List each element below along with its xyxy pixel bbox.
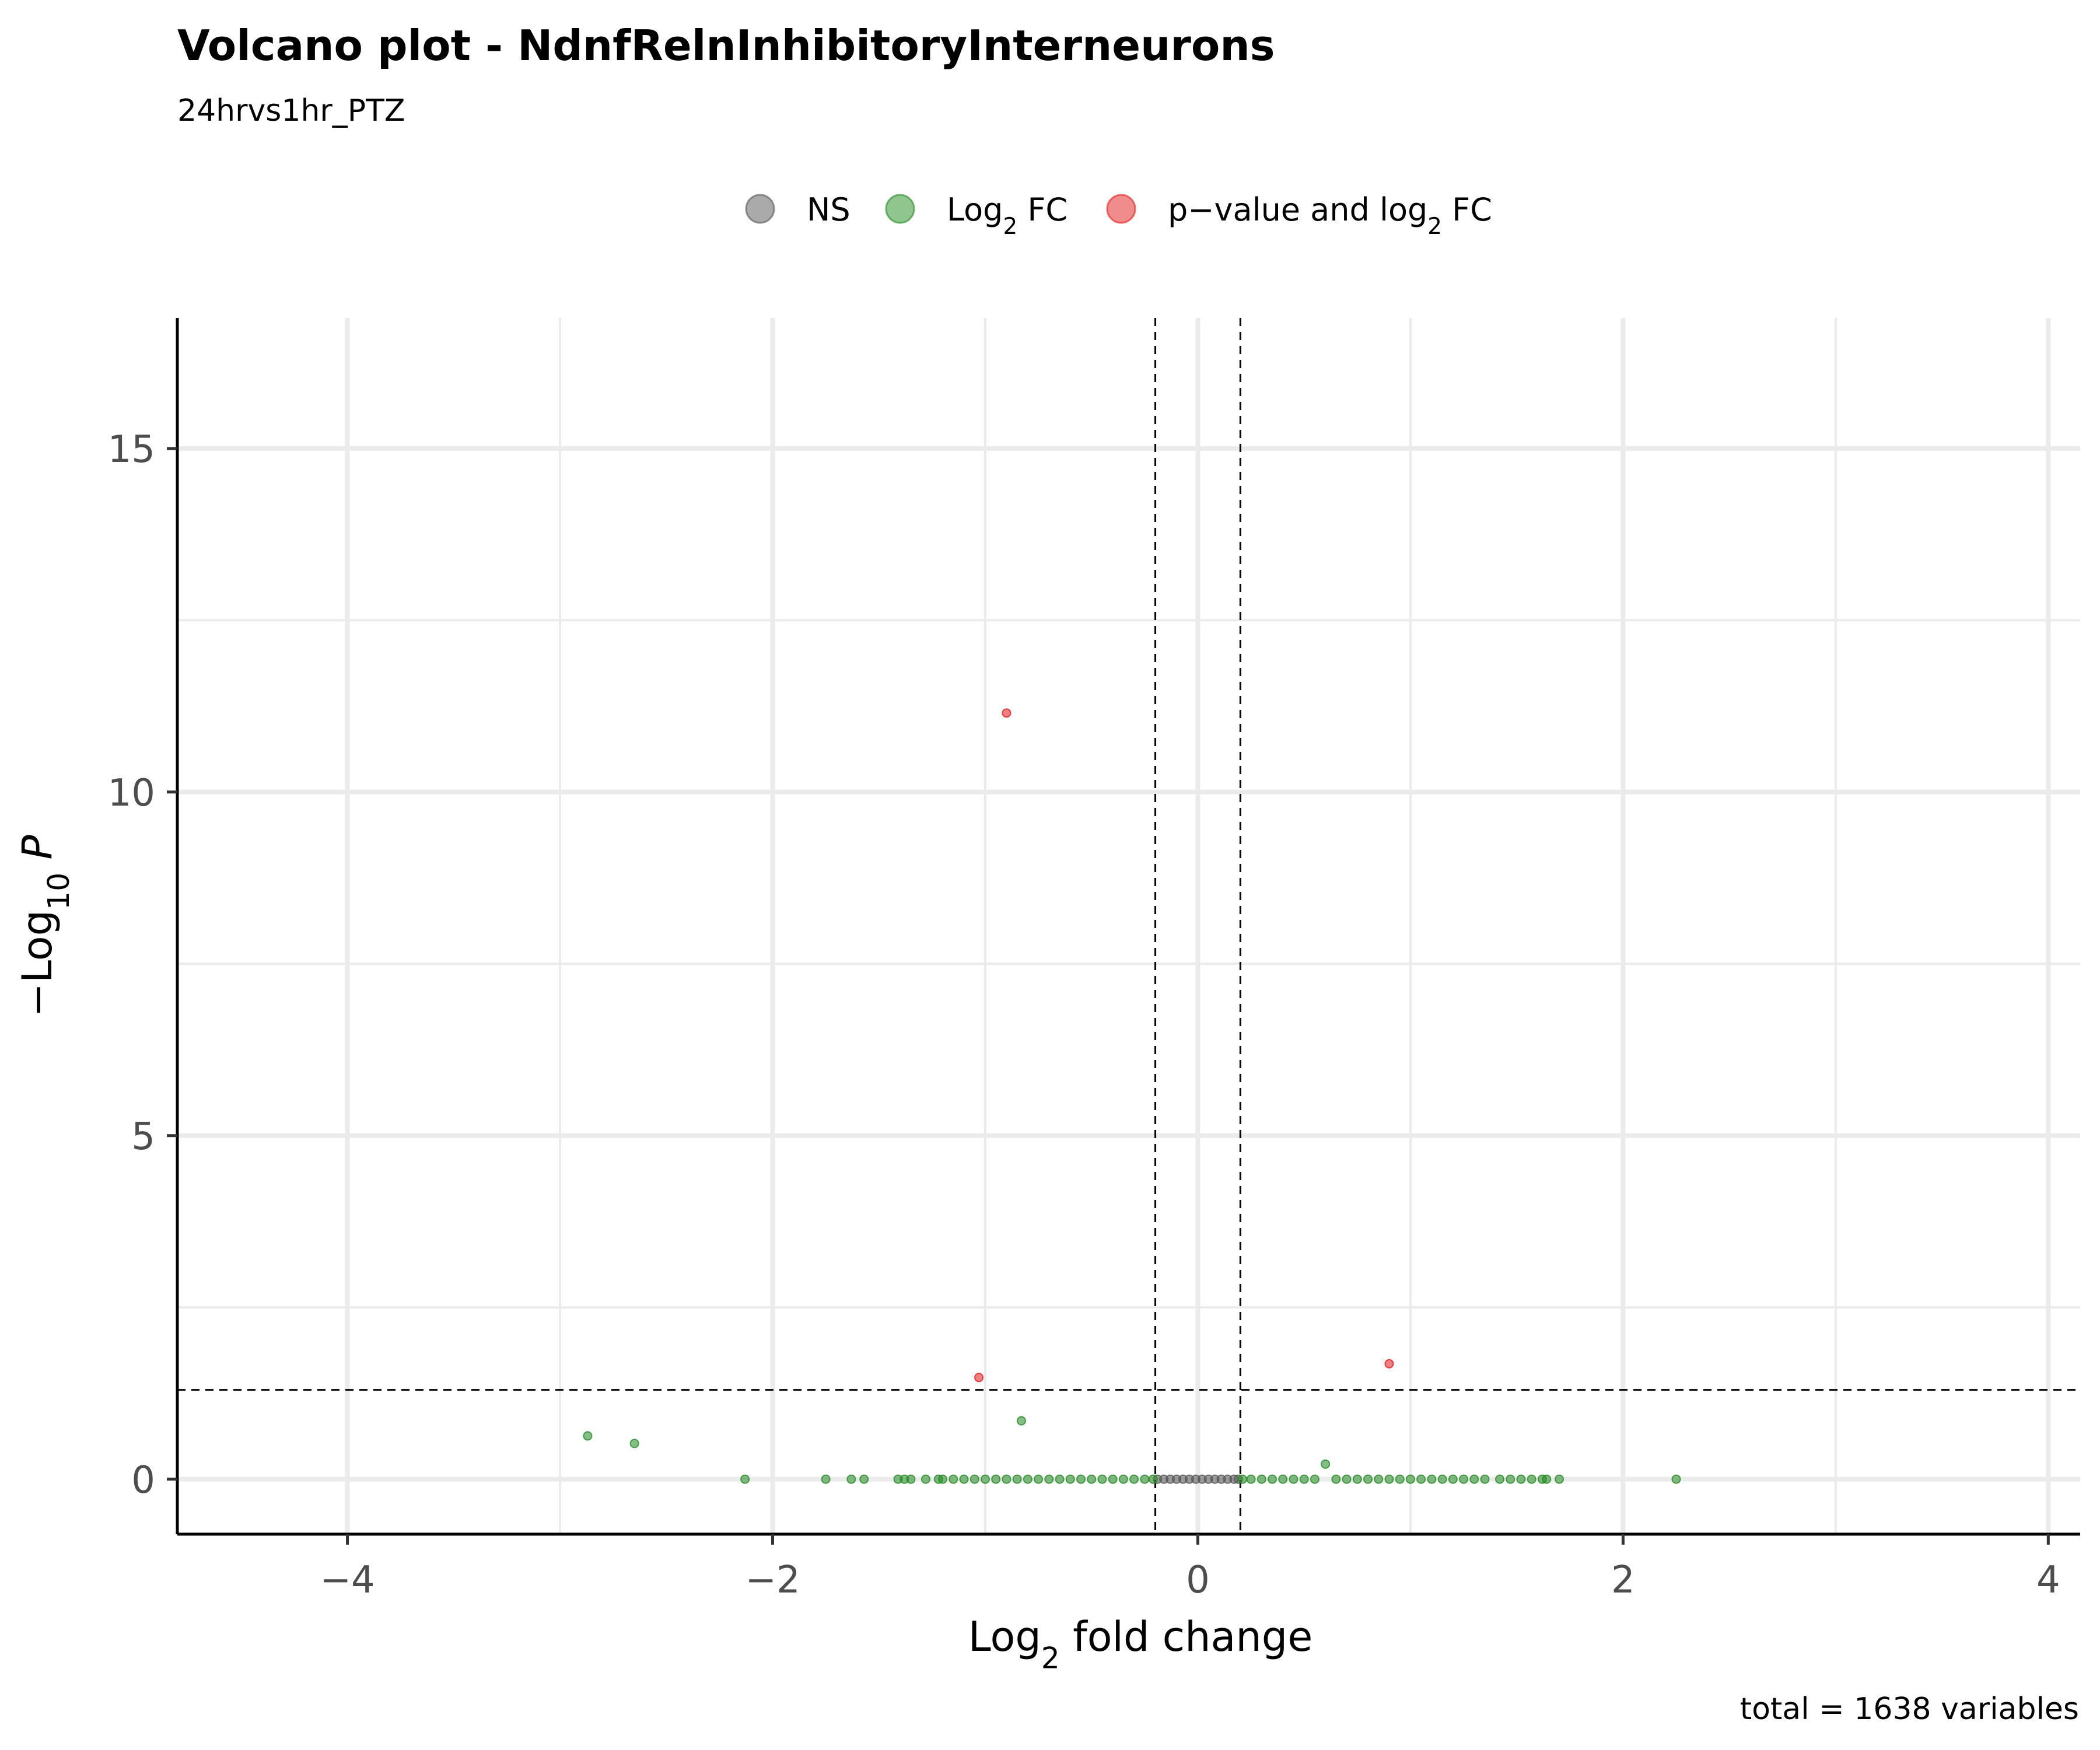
data-point — [1034, 1474, 1044, 1484]
data-point — [821, 1474, 831, 1484]
data-point — [1395, 1474, 1405, 1484]
chart-title: Volcano plot - NdnfRelnInhibitoryInterne… — [177, 21, 1275, 70]
data-point — [1384, 1474, 1394, 1484]
data-point — [1087, 1474, 1097, 1484]
y-tick-label: 15 — [108, 428, 155, 471]
x-tick-label: 0 — [1186, 1559, 1210, 1602]
data-point — [1516, 1474, 1526, 1484]
data-point — [1237, 1474, 1247, 1484]
data-point — [1671, 1474, 1681, 1484]
legend-marker-fc — [885, 194, 915, 224]
data-point — [1002, 1474, 1012, 1484]
data-point — [583, 1431, 593, 1441]
data-point — [921, 1474, 930, 1484]
data-point — [1459, 1474, 1469, 1484]
data-point — [629, 1438, 639, 1448]
data-point — [1506, 1474, 1516, 1484]
data-point — [1437, 1474, 1447, 1484]
data-point — [1055, 1474, 1065, 1484]
data-point — [1555, 1474, 1564, 1484]
legend-label-both: p−value and log2 FC — [1168, 191, 1492, 240]
axis-titles: Log2 fold change −Log10 P — [13, 835, 1312, 1675]
data-point — [1527, 1474, 1536, 1484]
data-point — [959, 1474, 969, 1484]
data-point — [1076, 1474, 1086, 1484]
data-point — [949, 1474, 958, 1484]
data-point — [1405, 1474, 1415, 1484]
data-point — [846, 1474, 856, 1484]
data-point — [1469, 1474, 1479, 1484]
data-point — [1129, 1474, 1139, 1484]
data-point — [1118, 1474, 1128, 1484]
data-point — [1256, 1474, 1266, 1484]
data-point — [991, 1474, 1001, 1484]
x-tick-label: −2 — [745, 1559, 800, 1602]
x-tick-label: 2 — [1611, 1559, 1635, 1602]
data-point — [1097, 1474, 1107, 1484]
x-tick-label: 4 — [2036, 1559, 2060, 1602]
legend-label-ns: NS — [807, 191, 850, 228]
data-point — [1321, 1459, 1331, 1469]
data-point — [1342, 1474, 1352, 1484]
threshold-lines — [177, 318, 2080, 1534]
data-point — [970, 1474, 979, 1484]
data-point — [1299, 1474, 1309, 1484]
data-point — [1480, 1474, 1490, 1484]
data-point — [1065, 1474, 1075, 1484]
data-point — [859, 1474, 869, 1484]
legend-marker-both — [1106, 194, 1136, 224]
x-tick-label: −4 — [320, 1559, 374, 1602]
data-point — [1246, 1474, 1256, 1484]
axes — [167, 318, 2080, 1545]
tick-labels: −4 −2 0 2 4 0 5 10 15 — [108, 428, 2060, 1602]
data-point — [1352, 1474, 1362, 1484]
chart-caption: total = 1638 variables — [1740, 1692, 2079, 1727]
data-point — [1310, 1474, 1320, 1484]
data-point — [1448, 1474, 1458, 1484]
data-point — [1384, 1359, 1394, 1368]
grid-lines — [177, 318, 2080, 1534]
data-point — [1148, 1474, 1158, 1484]
data-point — [1278, 1474, 1288, 1484]
data-point — [1542, 1474, 1552, 1484]
data-point — [906, 1474, 916, 1484]
y-tick-label: 5 — [131, 1115, 155, 1158]
data-point — [1002, 708, 1012, 718]
data-point — [1331, 1474, 1341, 1484]
y-tick-label: 10 — [108, 772, 155, 815]
data-point — [1416, 1474, 1426, 1484]
y-tick-label: 0 — [131, 1459, 155, 1502]
legend-marker-ns — [745, 194, 775, 224]
chart-subtitle: 24hrvs1hr_PTZ — [177, 93, 405, 128]
data-point — [1374, 1474, 1384, 1484]
data-point — [1140, 1474, 1150, 1484]
data-point — [1289, 1474, 1298, 1484]
data-points — [583, 708, 1681, 1484]
data-point — [1268, 1474, 1278, 1484]
y-axis-title: −Log10 P — [13, 835, 76, 1017]
data-point — [1427, 1474, 1437, 1484]
data-point — [1494, 1474, 1504, 1484]
data-point — [1023, 1474, 1032, 1484]
data-point — [1363, 1474, 1373, 1484]
data-point — [980, 1474, 990, 1484]
data-point — [1016, 1416, 1026, 1426]
data-point — [938, 1474, 948, 1484]
legend: NS Log2 FC p−value and log2 FC — [745, 191, 1492, 240]
data-point — [1108, 1474, 1118, 1484]
legend-label-fc: Log2 FC — [947, 191, 1068, 240]
data-point — [1044, 1474, 1054, 1484]
x-axis-title: Log2 fold change — [968, 1613, 1313, 1675]
data-point — [974, 1373, 984, 1382]
data-point — [740, 1474, 750, 1484]
data-point — [1012, 1474, 1022, 1484]
